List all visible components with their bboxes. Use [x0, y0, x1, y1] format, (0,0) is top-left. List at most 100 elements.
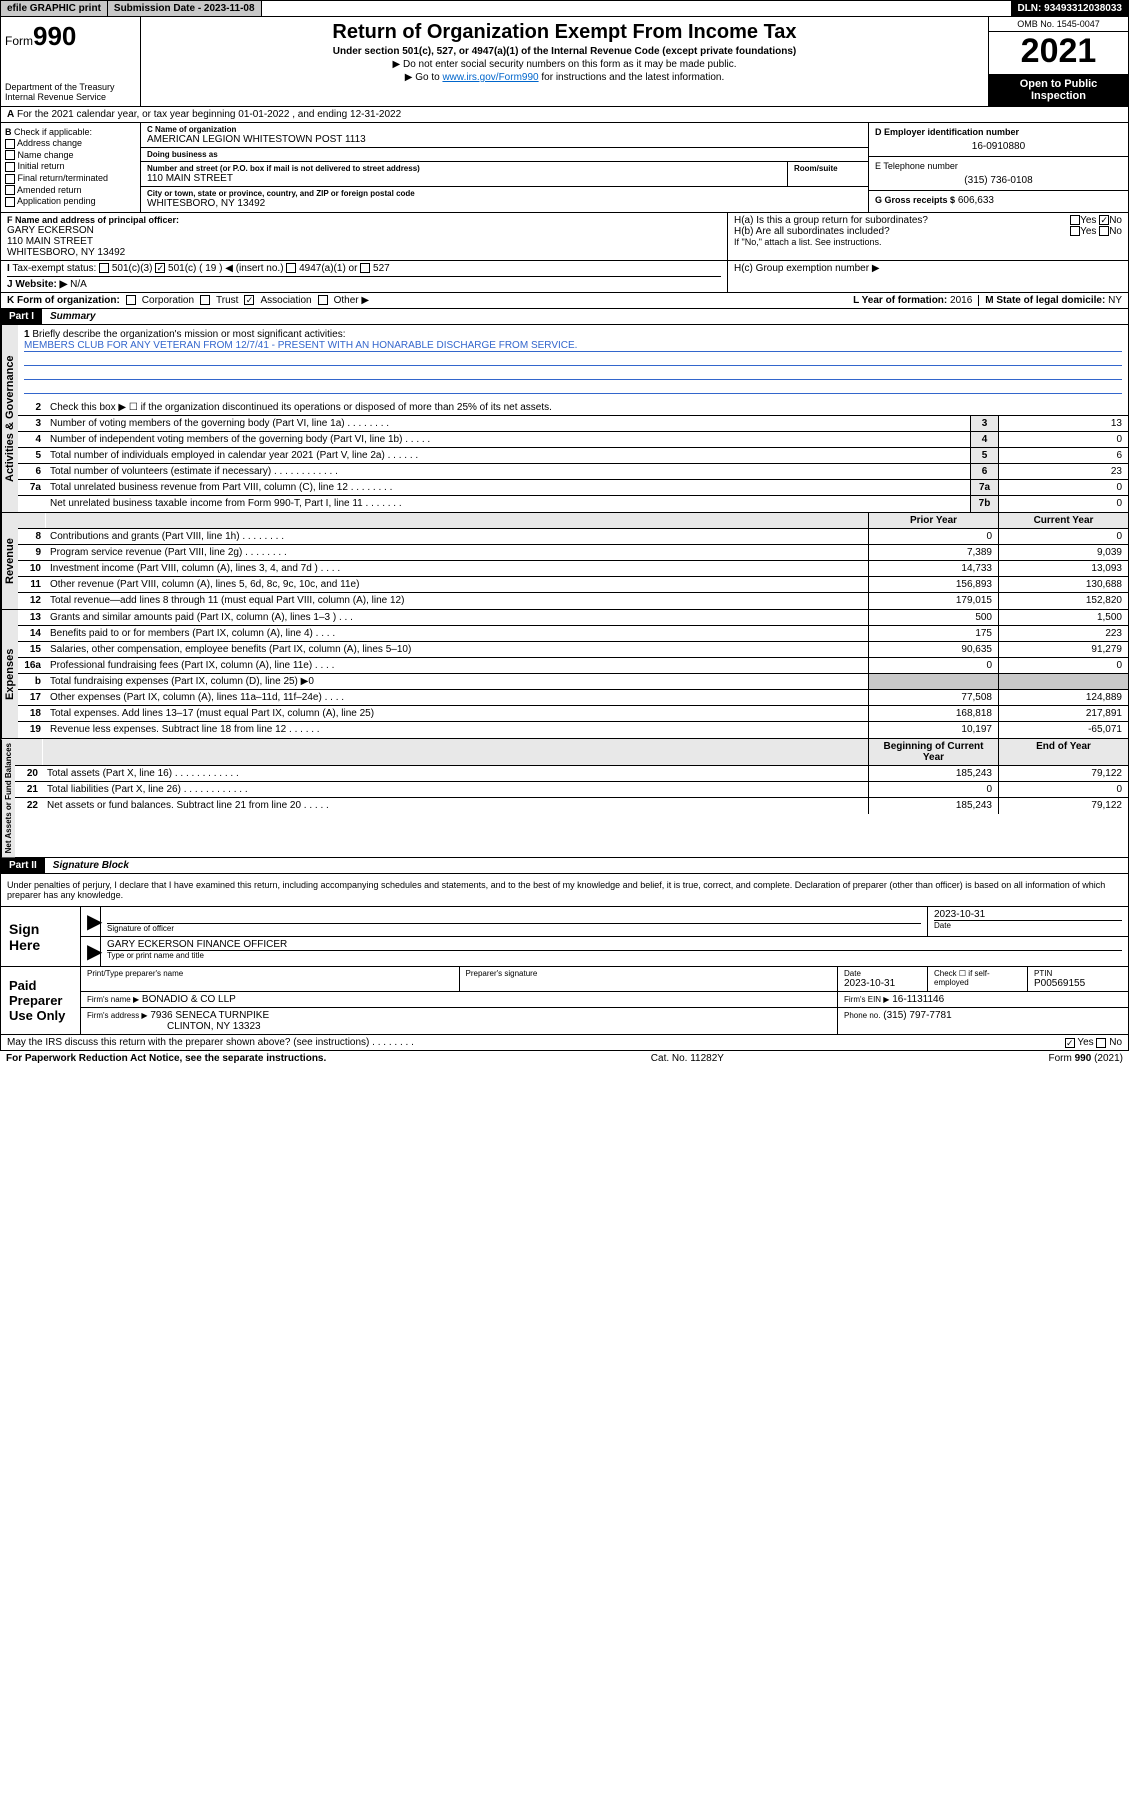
irs-link[interactable]: www.irs.gov/Form990: [442, 72, 538, 83]
expenses-section: Expenses 13Grants and similar amounts pa…: [0, 610, 1129, 739]
ha-no-cb[interactable]: [1099, 215, 1109, 225]
cb-501c[interactable]: [155, 263, 165, 273]
begin-year-hdr: Beginning of Current Year: [868, 739, 998, 765]
efile-print-button[interactable]: efile GRAPHIC print: [1, 1, 108, 16]
signature-declaration: Under penalties of perjury, I declare th…: [0, 874, 1129, 907]
table-row: 6Total number of volunteers (estimate if…: [18, 464, 1128, 480]
street-label: Number and street (or P.O. box if mail i…: [147, 164, 781, 173]
cb-initial-return[interactable]: Initial return: [5, 161, 136, 172]
ha-row: H(a) Is this a group return for subordin…: [734, 215, 1122, 226]
part2-header: Part II Signature Block: [0, 858, 1129, 874]
table-row: 8Contributions and grants (Part VIII, li…: [18, 529, 1128, 545]
submission-date-button[interactable]: Submission Date - 2023-11-08: [108, 1, 262, 16]
table-row: 16aProfessional fundraising fees (Part I…: [18, 658, 1128, 674]
form-subtitle: Under section 501(c), 527, or 4947(a)(1)…: [145, 46, 984, 57]
form-note2: ▶ Go to www.irs.gov/Form990 for instruct…: [145, 72, 984, 83]
netassets-section: Net Assets or Fund Balances Beginning of…: [0, 739, 1129, 858]
table-row: 22Net assets or fund balances. Subtract …: [15, 798, 1128, 814]
paid-date-label: Date: [844, 969, 921, 978]
tax-status-row: I Tax-exempt status: 501(c)(3) 501(c) ( …: [7, 263, 721, 274]
k-l-m-row: K Form of organization: Corporation Trus…: [0, 293, 1129, 309]
firm-phone: (315) 797-7781: [883, 1010, 951, 1021]
table-row: 7aTotal unrelated business revenue from …: [18, 480, 1128, 496]
paid-date: 2023-10-31: [844, 978, 921, 989]
firm-city: CLINTON, NY 13323: [167, 1021, 261, 1032]
omb-number: OMB No. 1545-0047: [989, 17, 1128, 32]
hb-no-cb[interactable]: [1099, 226, 1109, 236]
city-value: WHITESBORO, NY 13492: [147, 198, 862, 209]
officer-label: F Name and address of principal officer:: [7, 215, 721, 225]
firm-name-label: Firm's name ▶: [87, 995, 139, 1004]
sig-date: 2023-10-31: [934, 909, 1122, 920]
dln-label: DLN: 93493312038033: [1011, 1, 1128, 16]
part1-title: Summary: [42, 309, 104, 324]
form-990-big: 990: [33, 21, 76, 51]
cb-amended[interactable]: Amended return: [5, 185, 136, 196]
ha-label: H(a) Is this a group return for subordin…: [734, 215, 928, 226]
sidelabel-governance: Activities & Governance: [1, 325, 18, 512]
check-b-label: Check if applicable:: [14, 127, 92, 137]
open-inspection: Open to Public Inspection: [989, 74, 1128, 106]
table-row: 5Total number of individuals employed in…: [18, 448, 1128, 464]
na-col-header: Beginning of Current Year End of Year: [15, 739, 1128, 766]
officer-street: 110 MAIN STREET: [7, 236, 721, 247]
sig-date-label: Date: [934, 920, 1122, 930]
year-formation-label: L Year of formation:: [853, 295, 947, 306]
cb-trust[interactable]: [200, 295, 210, 305]
cb-other[interactable]: [318, 295, 328, 305]
cb-final-return[interactable]: Final return/terminated: [5, 173, 136, 184]
footer-mid: Cat. No. 11282Y: [651, 1053, 724, 1064]
table-row: 3Number of voting members of the governi…: [18, 416, 1128, 432]
hb-note: If "No," attach a list. See instructions…: [734, 237, 1122, 247]
tax-status-label: Tax-exempt status:: [12, 263, 96, 274]
cb-name-change[interactable]: Name change: [5, 150, 136, 161]
irs-label: Internal Revenue Service: [5, 92, 136, 102]
org-name: AMERICAN LEGION WHITESTOWN POST 1113: [147, 134, 862, 145]
website-row: J Website: ▶ N/A: [7, 276, 721, 290]
table-row: 4Number of independent voting members of…: [18, 432, 1128, 448]
form-number: Form990: [5, 21, 136, 52]
cb-corp[interactable]: [126, 295, 136, 305]
table-row: 19Revenue less expenses. Subtract line 1…: [18, 722, 1128, 738]
footer-left: For Paperwork Reduction Act Notice, see …: [6, 1053, 326, 1064]
sig-officer-name: GARY ECKERSON FINANCE OFFICER: [107, 939, 1122, 950]
note2-pre: ▶ Go to: [405, 72, 443, 83]
ha-yes-cb[interactable]: [1070, 215, 1080, 225]
self-employed-check[interactable]: Check ☐ if self-employed: [928, 967, 1028, 991]
cb-527[interactable]: [360, 263, 370, 273]
formorg-label: K Form of organization:: [7, 295, 120, 306]
website-value: N/A: [70, 279, 87, 290]
revenue-section: Revenue Prior Year Current Year 8Contrib…: [0, 513, 1129, 610]
arrow-icon: ▶: [81, 907, 101, 936]
sidelabel-revenue: Revenue: [1, 513, 18, 609]
cb-501c3[interactable]: [99, 263, 109, 273]
state-domicile-label: M State of legal domicile:: [985, 295, 1105, 306]
dba-label: Doing business as: [147, 150, 862, 159]
firm-phone-label: Phone no.: [844, 1011, 880, 1020]
org-name-label: C Name of organization: [147, 125, 862, 134]
form-prefix: Form: [5, 34, 33, 48]
part1-badge: Part I: [1, 309, 42, 324]
state-domicile: NY: [1108, 295, 1122, 306]
form-header: Form990 Department of the Treasury Inter…: [0, 17, 1129, 107]
footer-right: Form 990 (2021): [1049, 1053, 1123, 1064]
cb-application-pending[interactable]: Application pending: [5, 196, 136, 207]
table-row: 21Total liabilities (Part X, line 26) . …: [15, 782, 1128, 798]
ein-label: D Employer identification number: [875, 127, 1122, 137]
cb-assoc[interactable]: [244, 295, 254, 305]
ptin-label: PTIN: [1034, 969, 1122, 978]
table-row: 9Program service revenue (Part VIII, lin…: [18, 545, 1128, 561]
discuss-yes-cb[interactable]: [1065, 1038, 1075, 1048]
arrow-icon-2: ▶: [81, 937, 101, 966]
cb-4947[interactable]: [286, 263, 296, 273]
sidelabel-netassets: Net Assets or Fund Balances: [1, 739, 15, 857]
ptin-value: P00569155: [1034, 978, 1122, 989]
year-formation: 2016: [950, 295, 972, 306]
hb-yes-cb[interactable]: [1070, 226, 1080, 236]
may-discuss-row: May the IRS discuss this return with the…: [0, 1035, 1129, 1051]
table-row: 13Grants and similar amounts paid (Part …: [18, 610, 1128, 626]
cb-address-change[interactable]: Address change: [5, 138, 136, 149]
sig-name-label: Type or print name and title: [107, 950, 1122, 960]
discuss-no-cb[interactable]: [1096, 1038, 1106, 1048]
check-b-column: B Check if applicable: Address change Na…: [1, 123, 141, 212]
